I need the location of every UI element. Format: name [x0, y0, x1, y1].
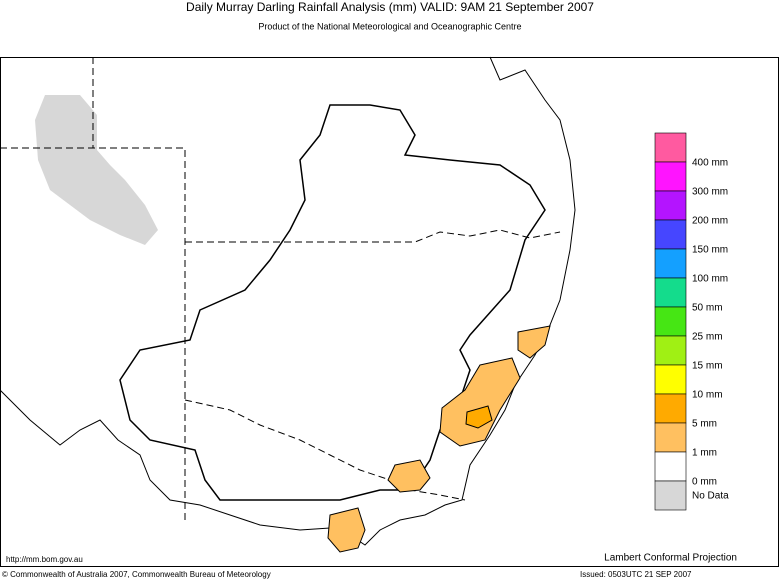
rainfall-areas	[327, 325, 551, 553]
legend-label: 25 mm	[692, 332, 723, 343]
legend-label: 50 mm	[692, 303, 723, 314]
no-data-area	[35, 95, 158, 245]
legend-swatch	[654, 335, 687, 366]
projection: Lambert Conformal Projection	[604, 553, 737, 564]
legend-swatch	[654, 248, 687, 279]
legend-label: 10 mm	[692, 390, 723, 401]
legend-label: No Data	[692, 491, 729, 502]
rainfall-area-heavy	[465, 405, 493, 429]
legend-swatch	[654, 132, 687, 163]
legend-swatch	[654, 306, 687, 337]
legend: 400 mm 300 mm 200 mm 150 mm 100 mm 50 mm 25 mm…	[654, 132, 729, 511]
legend-swatch	[654, 480, 687, 511]
legend-swatch	[654, 161, 687, 192]
footer-url: http://mm.bom.gov.au	[6, 555, 83, 564]
legend-label: 200 mm	[692, 216, 728, 227]
legend-label: 400 mm	[692, 158, 728, 169]
issued: Issued: 0503UTC 21 SEP 2007	[580, 570, 692, 579]
legend-label: 15 mm	[692, 361, 723, 372]
coastline	[0, 56, 576, 546]
legend-swatch	[654, 190, 687, 221]
legend-label: 150 mm	[692, 245, 728, 256]
subtitle: Product of the National Meteorological a…	[258, 21, 521, 31]
legend-swatch	[654, 393, 687, 424]
copyright: © Commonwealth of Australia 2007, Common…	[2, 570, 271, 579]
legend-swatch	[654, 451, 687, 482]
legend-label: 5 mm	[692, 419, 717, 430]
legend-label: 1 mm	[692, 448, 717, 459]
legend-swatch	[654, 219, 687, 250]
legend-swatch	[654, 364, 687, 395]
legend-swatch	[654, 277, 687, 308]
legend-label: 100 mm	[692, 274, 728, 285]
legend-label: 0 mm	[692, 477, 717, 488]
legend-swatch	[654, 422, 687, 453]
basin-boundary	[119, 104, 546, 501]
title: Daily Murray Darling Rainfall Analysis (…	[186, 0, 594, 14]
state-borders	[0, 57, 561, 520]
legend-label: 300 mm	[692, 187, 728, 198]
